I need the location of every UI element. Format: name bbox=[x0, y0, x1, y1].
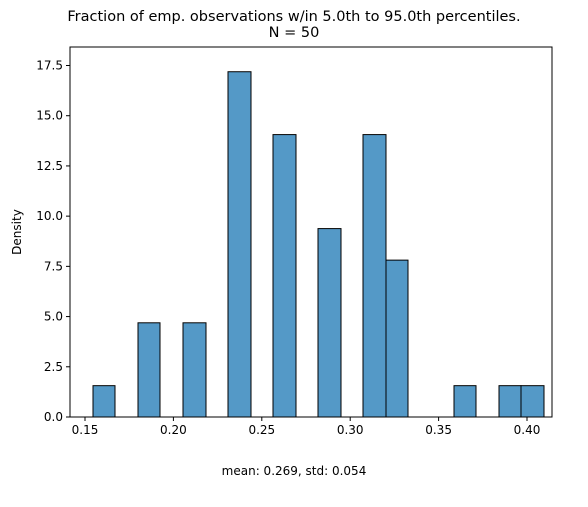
x-tick-label: 0.15 bbox=[72, 423, 99, 437]
x-tick-label: 0.35 bbox=[425, 423, 452, 437]
histogram-bar bbox=[137, 322, 161, 418]
histogram-bar bbox=[520, 385, 545, 418]
x-tick-label: 0.20 bbox=[160, 423, 187, 437]
y-tick-label: 12.5 bbox=[36, 159, 63, 173]
y-tick-label: 10.0 bbox=[36, 209, 63, 223]
histogram-bar bbox=[498, 385, 522, 418]
histogram-bar bbox=[385, 259, 409, 418]
y-tick-label: 7.5 bbox=[44, 259, 63, 273]
chart-subtitle: N = 50 bbox=[268, 25, 320, 41]
plot-frame bbox=[69, 46, 553, 418]
y-tick-label: 0.0 bbox=[44, 410, 63, 424]
histogram-bar bbox=[272, 134, 297, 418]
histogram-bar bbox=[182, 322, 207, 418]
x-tick-label: 0.30 bbox=[337, 423, 364, 437]
y-tick-label: 15.0 bbox=[36, 109, 63, 123]
y-tick-label: 5.0 bbox=[44, 310, 63, 324]
histogram-bar bbox=[317, 228, 342, 418]
y-axis-label: Density bbox=[10, 209, 24, 255]
histogram-bar bbox=[227, 71, 252, 418]
histogram-bar bbox=[362, 134, 387, 418]
histogram-bar bbox=[92, 385, 116, 418]
y-tick-label: 17.5 bbox=[36, 59, 63, 73]
x-tick-label: 0.40 bbox=[514, 423, 541, 437]
chart-title: Fraction of emp. observations w/in 5.0th… bbox=[67, 9, 521, 25]
x-tick-label: 0.25 bbox=[248, 423, 275, 437]
histogram-bar bbox=[453, 385, 477, 418]
summary-statistics: mean: 0.269, std: 0.054 bbox=[221, 464, 367, 478]
y-tick-label: 2.5 bbox=[44, 360, 63, 374]
